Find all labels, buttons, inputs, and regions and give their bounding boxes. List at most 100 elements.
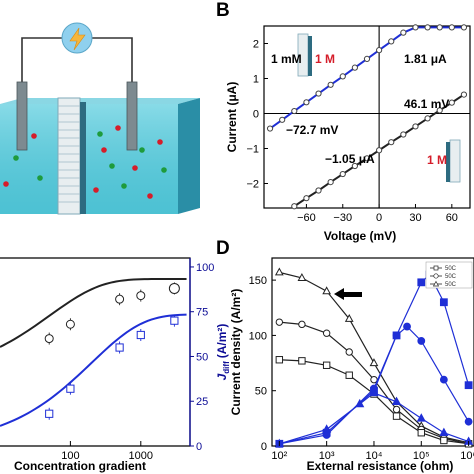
anion-sphere-icon bbox=[13, 131, 167, 189]
data-point bbox=[274, 267, 284, 276]
panel-d-power-chart: D 10² 10³ 10⁴ 10⁵ 10⁶ 0 50 100 150 External resi… bbox=[216, 238, 474, 473]
data-point bbox=[297, 273, 307, 281]
data-point bbox=[417, 337, 426, 345]
right-tick-label: 25 bbox=[196, 396, 208, 408]
data-point bbox=[436, 107, 443, 114]
legend: 50C 50C 50C bbox=[425, 261, 473, 289]
right-axis-label-sub: diff bbox=[222, 361, 231, 374]
data-point bbox=[464, 381, 473, 390]
data-point bbox=[345, 371, 353, 379]
x-axis-label: External resistance (ohm) bbox=[307, 459, 454, 473]
y-axis-label: Current (μA) bbox=[225, 82, 239, 153]
legend-entry: 50C bbox=[430, 273, 457, 280]
conc-label-low: 1 mM bbox=[271, 52, 302, 66]
data-point bbox=[439, 298, 448, 307]
electrode-icon bbox=[16, 81, 138, 151]
x-tick-label: 10³ bbox=[319, 450, 335, 462]
y-tick-label: −1 bbox=[246, 144, 259, 156]
membrane-icon bbox=[57, 97, 86, 215]
conc-label-high-bottom: 1 M bbox=[427, 153, 447, 167]
data-point bbox=[369, 387, 379, 397]
data-point bbox=[170, 316, 179, 325]
data-point bbox=[66, 384, 75, 393]
legend-entry: 50C bbox=[430, 280, 457, 288]
data-point bbox=[400, 131, 407, 138]
fit-curve-0 bbox=[0, 277, 187, 348]
data-point bbox=[275, 356, 284, 364]
membrane-inset-top bbox=[297, 33, 312, 77]
data-point bbox=[279, 116, 286, 123]
data-point bbox=[416, 413, 426, 422]
data-point bbox=[65, 319, 75, 329]
series-line-0 bbox=[279, 271, 469, 444]
panel-a-schematic bbox=[0, 22, 200, 215]
data-point bbox=[392, 405, 401, 414]
data-point bbox=[136, 291, 146, 301]
legend-label-0: 50C bbox=[445, 266, 457, 272]
data-point bbox=[44, 334, 54, 344]
data-point bbox=[439, 427, 449, 436]
panel-c-flux-chart: 100 1000 0 25 50 75 100 Concentration gradient… bbox=[0, 257, 231, 473]
cation-sphere-icon bbox=[3, 125, 163, 199]
data-point bbox=[327, 179, 334, 186]
panel-b-iv-chart: B −60 −30 0 30 60 −2 −1 0 1 2 Voltage (mV) Curren… bbox=[216, 0, 471, 243]
data-point bbox=[417, 278, 426, 287]
x-tick-label: 10² bbox=[271, 450, 287, 462]
x-tick-label: 30 bbox=[409, 212, 421, 224]
legend-label-2: 50C bbox=[445, 282, 457, 288]
annotation-current-positive: 1.81 μA bbox=[404, 52, 447, 66]
data-point bbox=[417, 429, 425, 437]
right-tick-label: 50 bbox=[196, 351, 208, 363]
plot-frame bbox=[263, 25, 471, 209]
y-tick-label: 50 bbox=[255, 386, 267, 398]
data-point bbox=[327, 81, 334, 88]
conc-label-high-top: 1 M bbox=[315, 52, 335, 66]
data-point bbox=[388, 139, 395, 146]
data-point bbox=[291, 107, 298, 115]
right-tick-label: 0 bbox=[196, 441, 202, 453]
y-tick-label: 2 bbox=[253, 39, 259, 51]
data-point bbox=[315, 90, 322, 97]
svg-text:Jdiff(A/m²): Jdiff (A/m²) bbox=[215, 324, 231, 381]
data-point bbox=[460, 24, 468, 31]
data-point bbox=[424, 24, 431, 31]
x-axis-label: Voltage (mV) bbox=[324, 229, 396, 243]
direction-arrow-icon bbox=[334, 288, 362, 300]
x-tick-label: −60 bbox=[297, 212, 316, 224]
data-point bbox=[464, 417, 473, 426]
plot-frame bbox=[271, 257, 474, 447]
data-point bbox=[440, 436, 448, 445]
x-tick-label: 1000 bbox=[129, 450, 153, 462]
data-point bbox=[315, 187, 322, 194]
data-point bbox=[391, 396, 402, 405]
data-point bbox=[322, 361, 331, 369]
right-axis-label-symbol: J bbox=[215, 373, 229, 380]
series-line-4 bbox=[279, 325, 470, 445]
data-point bbox=[322, 329, 331, 337]
data-point bbox=[168, 282, 180, 294]
data-point bbox=[376, 47, 383, 54]
data-point bbox=[363, 155, 371, 162]
data-point bbox=[363, 55, 371, 63]
x-tick-label: 0 bbox=[376, 212, 382, 224]
data-point bbox=[412, 123, 419, 130]
right-axis-label-unit: (A/m²) bbox=[215, 324, 229, 359]
annotation-voltage-positive: 46.1 mV bbox=[404, 97, 449, 111]
data-point bbox=[460, 91, 468, 98]
annotation-current-negative: −1.05 μA bbox=[325, 152, 375, 166]
x-tick-label: 10⁴ bbox=[365, 450, 382, 462]
data-point bbox=[448, 24, 455, 31]
y-tick-label: 150 bbox=[249, 275, 267, 287]
data-point bbox=[403, 322, 411, 331]
lightning-bolt-icon bbox=[61, 22, 93, 54]
right-tick-label: 75 bbox=[196, 307, 208, 319]
data-point bbox=[355, 398, 365, 408]
data-point bbox=[448, 99, 455, 106]
data-point bbox=[136, 330, 145, 340]
data-point bbox=[345, 348, 353, 356]
data-point bbox=[369, 358, 379, 367]
right-axis-label: Jdiff (A/m²) bbox=[215, 324, 231, 381]
annotation-voltage-negative: −72.7 mV bbox=[286, 123, 338, 137]
data-point bbox=[392, 331, 401, 340]
x-tick-label: −30 bbox=[333, 212, 352, 224]
